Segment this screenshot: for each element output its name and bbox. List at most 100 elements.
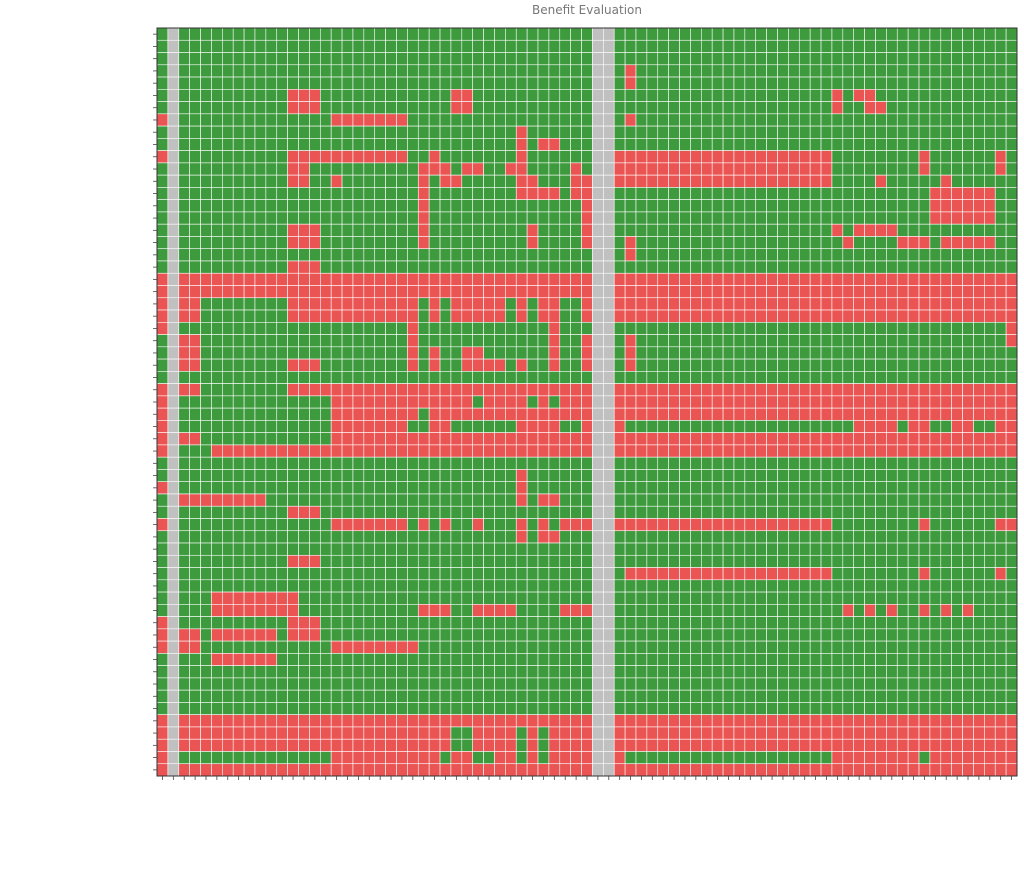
heatmap-cell [276,138,288,151]
heatmap-cell [472,726,484,740]
heatmap-cell [515,236,528,250]
heatmap-cell [918,726,931,740]
heatmap-cell [494,432,506,446]
heatmap-cell [798,604,811,617]
heatmap-cell [962,223,974,237]
heatmap-cell [526,64,539,78]
heatmap-cell [189,530,201,544]
heatmap-cell [777,653,789,666]
heatmap-cell [319,346,332,360]
heatmap-cell [494,542,506,556]
heatmap-cell [570,89,582,102]
heatmap-cell [1005,579,1018,593]
heatmap-cell [613,505,626,519]
heatmap-cell [352,89,365,102]
heatmap-cell [635,358,648,372]
heatmap-cell [276,248,288,262]
heatmap-cell [309,371,321,384]
heatmap-cell [711,493,724,507]
heatmap-cell [505,199,517,213]
heatmap-cell [907,469,920,483]
heatmap-cell [298,346,310,360]
heatmap-cell [842,211,855,225]
heatmap-cell [222,248,234,262]
heatmap-cell [929,395,942,409]
heatmap-cell [635,567,648,581]
heatmap-cell [711,726,724,740]
heatmap-cell [635,505,648,519]
heatmap-cell [918,665,931,679]
heatmap-cell [994,125,1007,139]
heatmap-cell [886,174,898,188]
heatmap-cell [711,297,724,311]
heatmap-cell [548,309,561,323]
heatmap-cell [984,346,996,360]
heatmap-cell [690,689,702,703]
heatmap-cell [766,493,778,507]
heatmap-cell [330,223,343,237]
heatmap-cell [831,113,844,127]
heatmap-cell [711,76,724,90]
heatmap-cell [733,162,746,176]
heatmap-cell [222,52,234,66]
heatmap-cell [537,101,550,115]
heatmap-cell [722,407,735,421]
heatmap-cell [363,628,376,642]
heatmap-cell [211,604,223,617]
heatmap-cell [483,125,495,139]
heatmap-cell [309,346,321,360]
heatmap-cell [298,751,310,765]
heatmap-cell [984,677,996,691]
heatmap-cell [352,628,365,642]
heatmap-cell [178,665,190,679]
heatmap-cell [374,689,386,703]
heatmap-cell [613,640,626,654]
heatmap-cell [385,150,397,164]
heatmap-cell [559,39,571,53]
heatmap-cell [363,702,376,715]
heatmap-cell [907,407,920,421]
heatmap-cell [679,248,691,262]
heatmap-cell [984,272,996,286]
heatmap-cell [700,187,713,200]
heatmap-cell [396,554,408,568]
heatmap-cell [548,702,561,715]
heatmap-cell [548,505,561,519]
heatmap-cell [309,52,321,66]
heatmap-cell [842,677,855,691]
heatmap-cell [189,272,201,286]
heatmap-cell [515,101,528,115]
heatmap-cell [200,371,212,384]
heatmap-cell [167,714,180,728]
heatmap-cell [722,76,735,90]
heatmap-cell [766,714,778,728]
heatmap-cell [222,211,234,225]
heatmap-cell [396,334,408,348]
heatmap-cell [548,223,561,237]
heatmap-cell [788,444,800,458]
heatmap-cell [994,150,1007,164]
heatmap-cell [548,493,561,507]
heatmap-cell [417,321,430,335]
heatmap-cell [940,395,952,409]
heatmap-cell [853,738,865,752]
heatmap-cell [798,542,811,556]
heatmap-cell [505,665,517,679]
heatmap-cell [374,640,386,654]
heatmap-cell [330,726,343,740]
heatmap-cell [243,383,256,397]
heatmap-cell [287,738,299,752]
heatmap-cell [668,199,680,213]
heatmap-cell [603,272,615,286]
heatmap-cell [875,76,887,90]
heatmap-cell [886,150,898,164]
heatmap-cell [385,27,397,41]
heatmap-cell [733,726,746,740]
heatmap-cell [341,420,354,433]
heatmap-cell [254,174,267,188]
heatmap-cell [951,420,963,433]
heatmap-cell [875,469,887,483]
heatmap-cell [918,407,931,421]
heatmap-cell [222,677,234,691]
heatmap-cell [570,665,582,679]
